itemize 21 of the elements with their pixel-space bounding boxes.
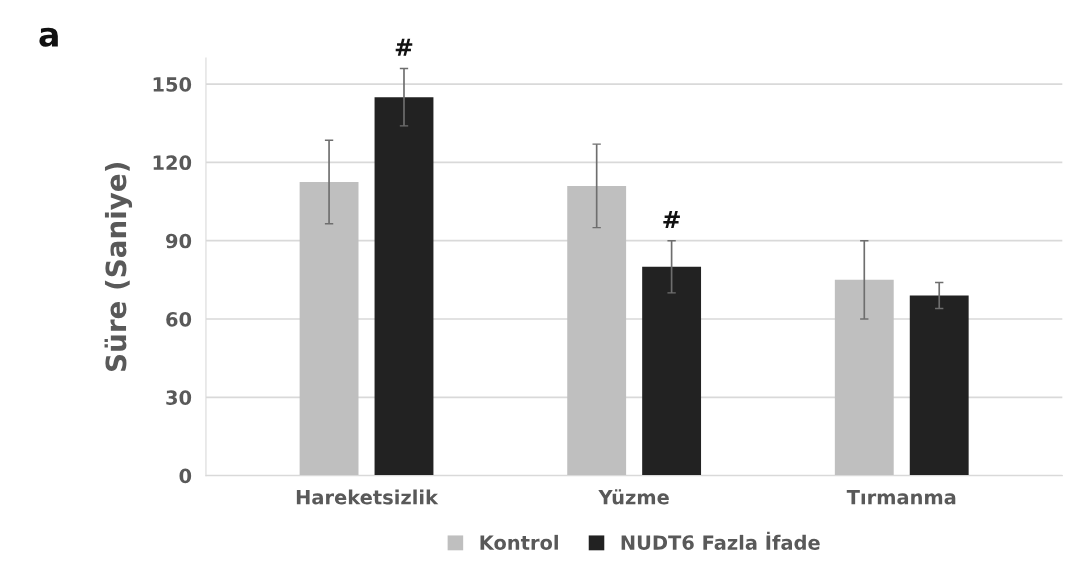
bar <box>299 181 359 476</box>
x-tick-label: Yüzme <box>598 489 669 505</box>
bar <box>567 185 627 476</box>
bar <box>374 97 434 476</box>
legend-label: Kontrol <box>480 534 558 550</box>
y-axis-title: Süre (Saniye) <box>104 163 133 371</box>
text: a <box>39 27 58 47</box>
y-tick-label: 0 <box>179 468 192 484</box>
legend-label: NUDT6 Fazla İfade <box>621 531 820 550</box>
x-tick-label: Hareketsizlik <box>296 489 439 505</box>
data-label: # <box>395 38 413 56</box>
data-label: # <box>663 211 680 228</box>
bar <box>909 295 969 476</box>
y-tick-label: 150 <box>153 77 192 92</box>
x-tick-label: Tırmanma <box>846 490 956 505</box>
y-tick-label: 90 <box>166 233 192 249</box>
bar <box>834 279 894 476</box>
y-tick-label: 30 <box>166 390 192 405</box>
y-tick-label: 120 <box>153 155 192 171</box>
bar <box>642 266 702 476</box>
y-tick-label: 60 <box>166 311 192 327</box>
